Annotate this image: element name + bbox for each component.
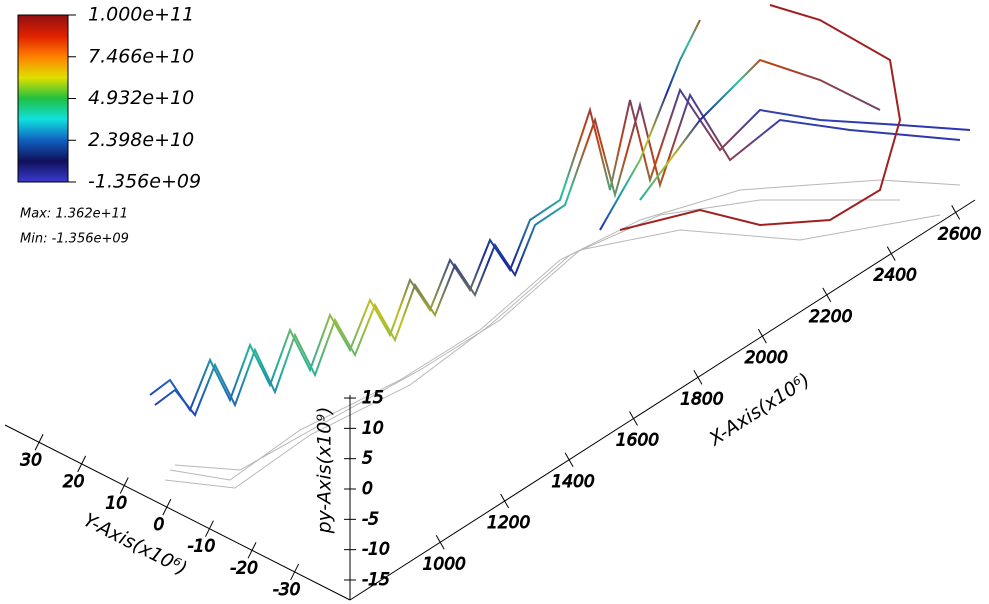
y-axis-line — [4, 424, 351, 601]
y-axis-tick — [119, 477, 129, 494]
x-axis-tick — [693, 370, 703, 385]
y-axis-tick — [77, 455, 87, 473]
high-energy-trajectory — [619, 4, 902, 231]
colorbar: 1.000e+11 7.466e+10 4.932e+10 2.398e+10 -1.3… — [17, 4, 201, 193]
x-axis-tick — [435, 535, 445, 550]
y-axis-tick — [34, 434, 44, 451]
max-label: Max: 1.362e+11 — [20, 207, 128, 222]
y-axis-tick — [247, 542, 257, 559]
x-axis-tick-label: 1000 — [423, 554, 466, 574]
z-axis-tick-label: -5 — [362, 509, 379, 529]
colorbar-label: 1.000e+11 — [88, 4, 194, 26]
x-axis-tick — [822, 287, 832, 303]
colorbar-label: 7.466e+10 — [88, 45, 194, 67]
x-axis-tick-label: 2600 — [938, 224, 981, 244]
y-axis-tick-label: -30 — [273, 580, 301, 600]
x-axis-tick-label: 2400 — [874, 266, 917, 286]
x-axis-tick — [564, 452, 574, 468]
z-axis-tick-label: 5 — [362, 449, 373, 469]
y-axis-tick — [162, 498, 172, 516]
z-axis-tick-label: 0 — [362, 479, 373, 499]
x-axis-tick — [757, 328, 767, 344]
x-axis-tick-label: 1800 — [680, 389, 723, 409]
x-axis-title: X-Axis(x10⁶) — [704, 369, 814, 451]
x-axis-tick — [886, 246, 896, 261]
axes: 1000120014001600180020002200240026003020… — [4, 199, 982, 601]
y-axis-tick — [204, 520, 214, 537]
x-axis-tick-label: 1600 — [616, 431, 659, 451]
y-axis-tick-label: 10 — [105, 493, 127, 513]
z-axis-tick-label: 15 — [362, 388, 384, 408]
y-axis-tick-label: 30 — [20, 450, 42, 470]
x-axis-tick-label: 1200 — [487, 513, 530, 533]
colorbar-label: -1.356e+09 — [88, 171, 201, 193]
x-axis-tick-label: 2000 — [745, 348, 788, 368]
z-axis-tick-label: -10 — [362, 540, 390, 560]
z-axis-title: py-Axis(x10⁹) — [314, 407, 336, 535]
x-axis-tick-label: 1400 — [551, 472, 594, 492]
colorbar-label: 2.398e+10 — [88, 129, 194, 151]
x-axis-tick — [500, 493, 510, 509]
x-axis-tick — [951, 205, 961, 220]
y-axis-tick-label: -10 — [188, 537, 216, 557]
y-axis-tick — [290, 563, 300, 581]
x-axis-line — [349, 199, 976, 601]
z-axis-tick-label: -15 — [362, 570, 390, 590]
colorbar-label: 4.932e+10 — [88, 87, 194, 109]
colorbar-scale — [17, 14, 69, 183]
y-axis-tick-label: 20 — [63, 472, 85, 492]
min-label: Min: -1.356e+09 — [20, 232, 129, 247]
y-axis-tick-label: 0 — [153, 515, 164, 535]
x-axis-tick-label: 2200 — [809, 307, 852, 327]
trajectory-bundle — [149, 19, 971, 417]
y-axis-tick-label: -20 — [230, 558, 258, 578]
trajectory-shadow — [164, 179, 961, 489]
y-axis-title: Y-Axis(x10⁶) — [80, 509, 191, 580]
x-axis-tick — [629, 411, 638, 426]
z-axis-tick-label: 10 — [362, 418, 384, 438]
